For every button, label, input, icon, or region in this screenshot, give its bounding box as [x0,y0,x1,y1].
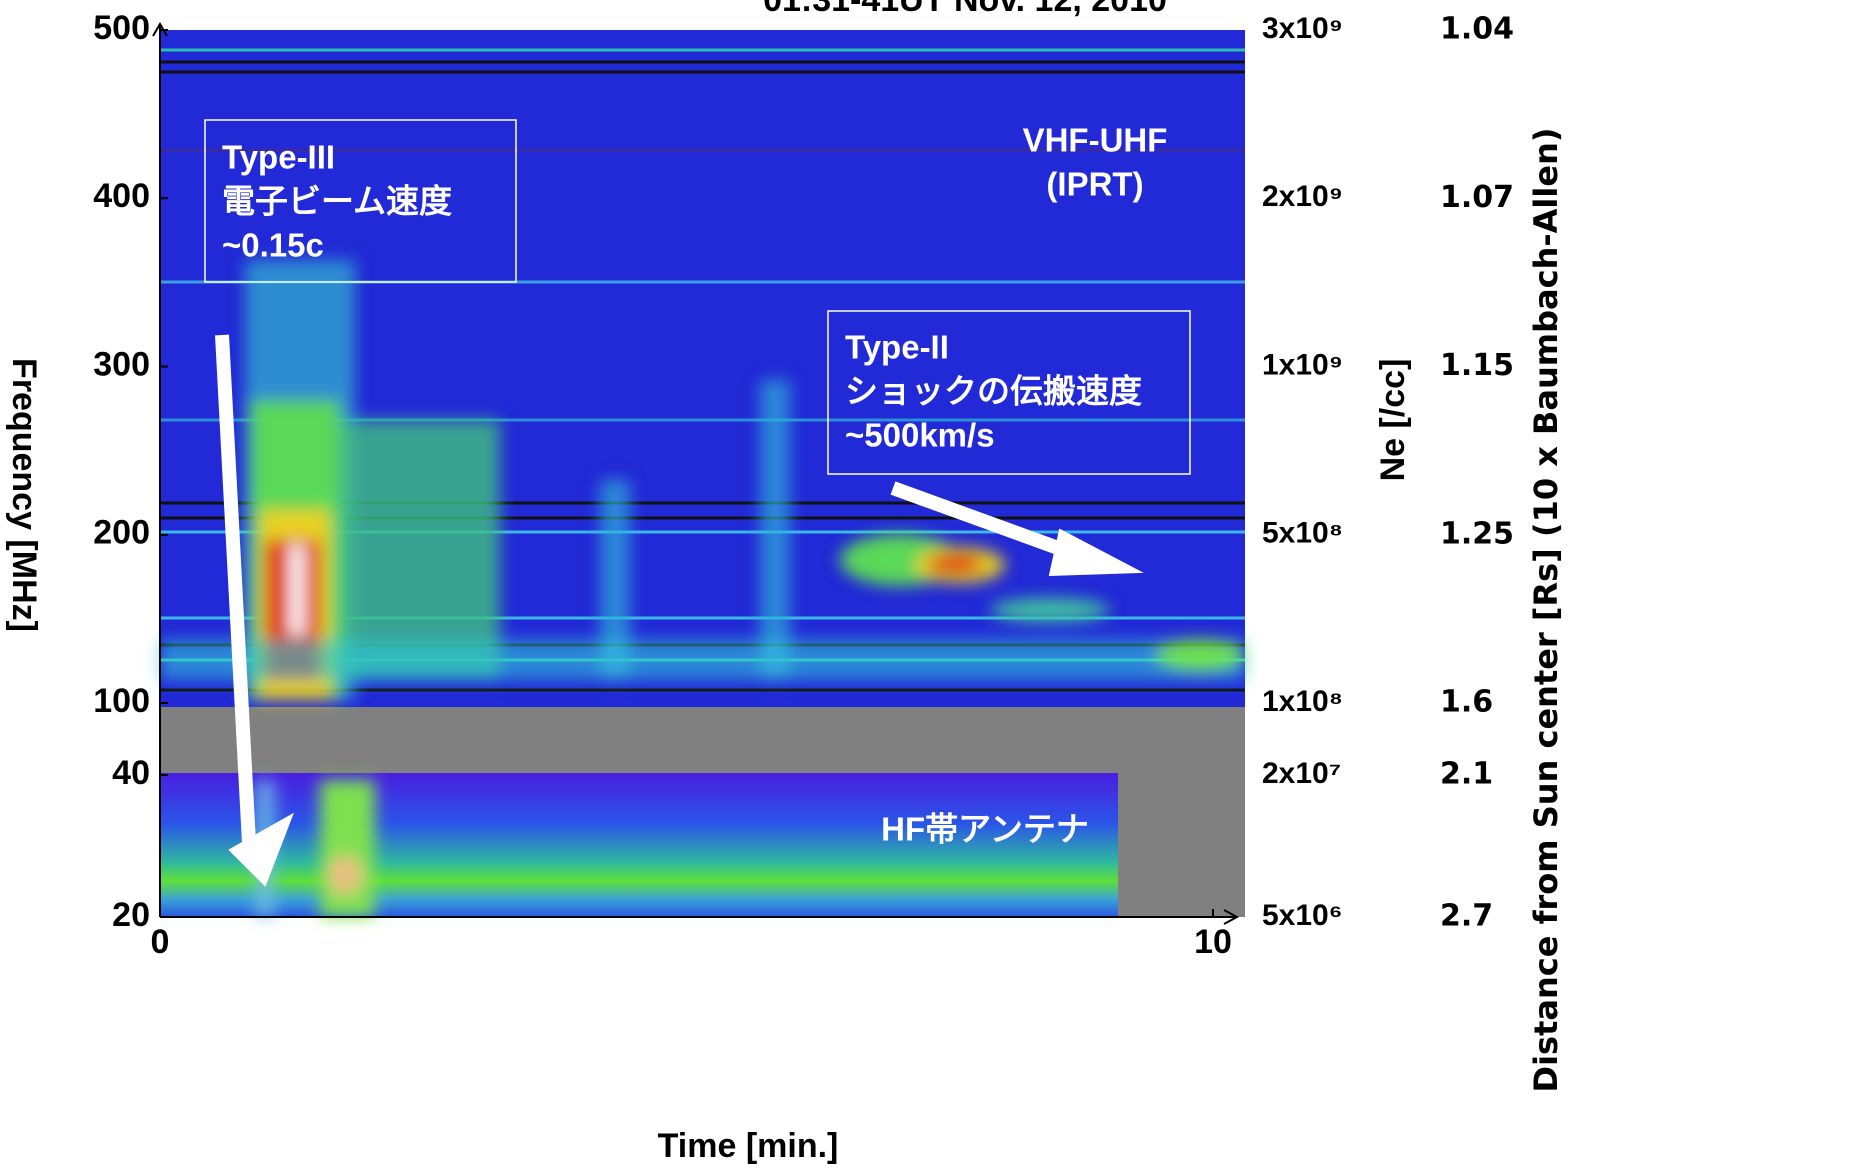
distance-axis-label: Distance from Sun center [Rs] (10 x Baum… [1527,128,1565,1093]
y-tick-label: 100 [93,682,150,720]
annotation: VHF-UHF [1023,122,1168,159]
y-axis-label: Frequency [MHz] [5,358,43,632]
y-tick-label: 20 [112,896,150,934]
ne-tick-label: 2x10⁹ [1262,180,1343,213]
annotation: HF帯アンテナ [881,811,1089,848]
x-tick-label: 0 [151,923,170,961]
spectrogram [160,30,1245,917]
distance-tick-label: 2.1 [1440,757,1493,792]
annotation: ショックの伝搬速度 [845,373,1142,410]
x-tick-label: 10 [1194,923,1232,961]
y-tick-label: 300 [93,345,150,383]
annotation: Type-II [845,329,949,366]
distance-tick-label: 2.7 [1440,899,1493,934]
chart-title: 01:31-41UT Nov. 12, 2010 [763,0,1167,19]
y-tick-label: 40 [112,754,150,792]
distance-tick-label: 1.6 [1440,685,1493,720]
ne-tick-label: 1x10⁸ [1262,685,1343,718]
distance-tick-label: 1.07 [1440,180,1514,215]
ne-tick-label: 1x10⁹ [1262,348,1343,381]
y-tick-label: 500 [93,9,150,47]
annotation: Type-III [222,139,335,176]
annotation: ~0.15c [222,227,324,264]
ne-axis-label: Ne [/cc] [1374,359,1412,482]
x-axis-label: Time [min.] [658,1127,839,1165]
ne-tick-label: 5x10⁸ [1262,517,1343,550]
distance-tick-label: 1.25 [1440,516,1514,551]
annotation: (IPRT) [1046,166,1143,203]
distance-tick-label: 1.04 [1440,12,1514,47]
ne-tick-label: 2x10⁷ [1262,757,1341,790]
ne-tick-label: 5x10⁶ [1262,899,1343,932]
annotation: 電子ビーム速度 [222,183,452,220]
distance-tick-label: 1.15 [1440,348,1514,383]
y-tick-label: 400 [93,177,150,215]
annotation: ~500km/s [845,417,995,454]
ne-tick-label: 3x10⁹ [1262,12,1343,45]
annotation-decor [204,119,1191,887]
y-tick-label: 200 [93,514,150,552]
axes [152,22,1240,925]
